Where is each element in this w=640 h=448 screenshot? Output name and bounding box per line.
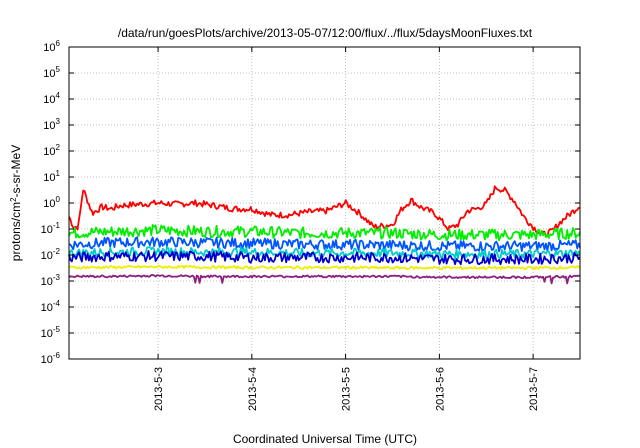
series-line-2: [68, 224, 581, 242]
y-tick-label: 100: [43, 195, 60, 210]
y-tick-label: 104: [43, 91, 60, 106]
y-tick-label: 101: [43, 169, 60, 184]
y-tick-label: 10-4: [41, 299, 61, 314]
y-tick-label: 105: [43, 65, 60, 80]
x-axis: 2013-5-3 2013-5-4 2013-5-5 2013-5-6 2013-5-7: [153, 47, 540, 411]
series-line-7: [68, 274, 581, 285]
series-line-5: [68, 250, 581, 266]
x-axis-label: Coordinated Universal Time (UTC): [233, 432, 417, 446]
y-tick-label: 10-6: [41, 351, 61, 366]
x-tick-label: 2013-5-3: [153, 367, 165, 411]
y-tick-label: 102: [43, 143, 60, 158]
y-tick-label: 10-1: [41, 221, 61, 236]
series-layer: [68, 185, 581, 285]
grid: [69, 47, 580, 359]
x-tick-label: 2013-5-7: [528, 367, 540, 411]
y-axis: 10-6 10-5 10-4 10-3 10-2 10-1 100 101 102 103 104 1…: [41, 39, 580, 366]
series-line-4: [68, 246, 581, 260]
y-tick-label: 10-3: [41, 273, 61, 288]
y-tick-label: 10-2: [41, 247, 61, 262]
x-tick-label: 2013-5-5: [341, 367, 353, 411]
series-line-6: [68, 264, 581, 270]
y-tick-label: 103: [43, 117, 60, 132]
x-tick-label: 2013-5-6: [434, 367, 446, 411]
x-tick-label: 2013-5-4: [247, 367, 259, 411]
y-tick-label: 10-5: [41, 325, 61, 340]
y-axis-label: protons/cm2-s-sr-MeV: [9, 145, 23, 261]
series-line-1: [68, 185, 581, 238]
chart-title: /data/run/goesPlots/archive/2013-05-07/1…: [118, 26, 533, 40]
series-line-3: [68, 236, 581, 253]
y-tick-label: 106: [43, 39, 60, 54]
